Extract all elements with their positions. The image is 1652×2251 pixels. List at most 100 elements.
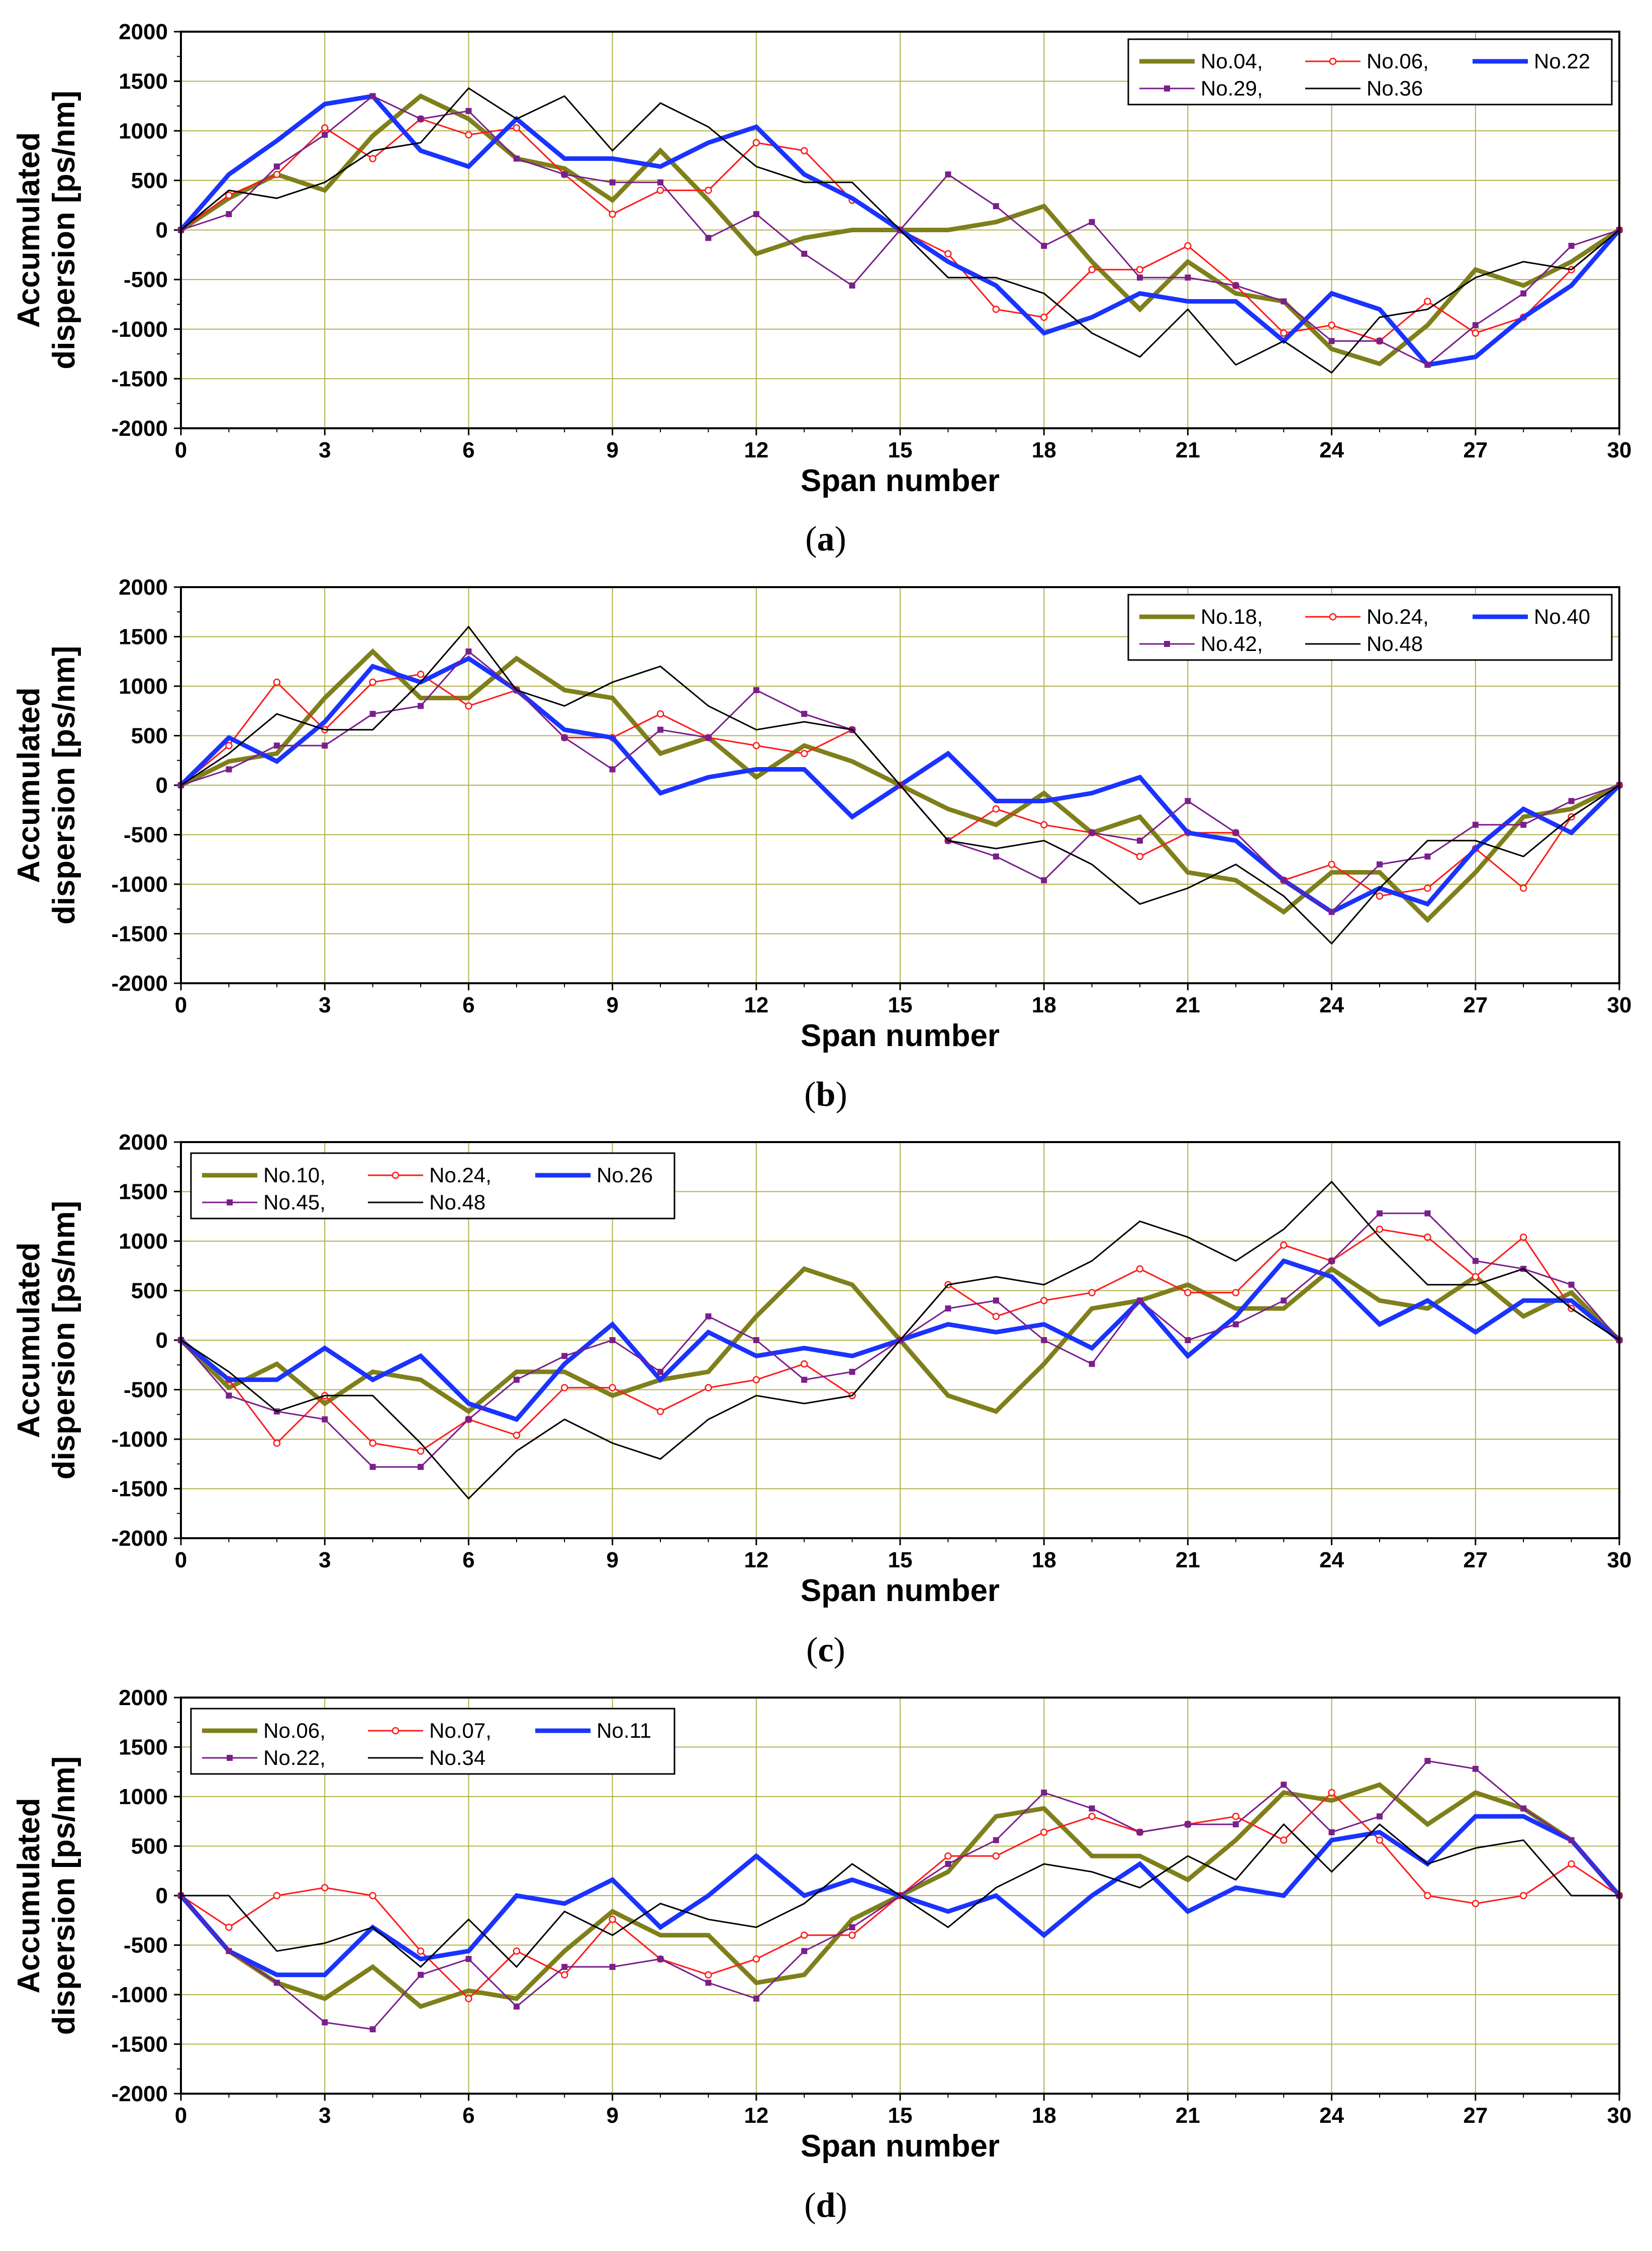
- chart-d-point-3-22: [1232, 1821, 1239, 1828]
- chart-d-point-1-5: [417, 1947, 425, 1955]
- chart-a-point-3-28: [1520, 290, 1527, 297]
- chart-b-point-3-28: [1520, 821, 1527, 828]
- chart-a-point-3-13: [801, 250, 808, 257]
- chart-b-ytick-label-6: 1000: [119, 674, 168, 699]
- chart-d-point-3-3: [322, 2019, 328, 2026]
- chart-a-point-3-18: [1041, 243, 1047, 249]
- chart-a-point-1-16: [944, 250, 952, 258]
- chart-a: 0 3 6 9 12 15 18 21 24 27 30 -2000 -1500 -1000 -500 0 50…: [12, 20, 1631, 558]
- chart-c-point-3-5: [418, 1464, 424, 1470]
- chart-b-series-line-4: [180, 625, 1620, 945]
- chart-b-point-1-17: [992, 805, 1000, 813]
- chart-c-legend-marker-1: [392, 1171, 400, 1179]
- chart-c-point-1-20: [1136, 1265, 1144, 1273]
- chart-a-ylabel-line-0: Accumulated: [12, 132, 46, 328]
- chart-d-point-1-26: [1424, 1892, 1431, 1900]
- chart-d-point-1-19: [1088, 1813, 1096, 1820]
- chart-a-point-3-26: [1424, 361, 1431, 368]
- chart-a-legend-box: [1127, 38, 1613, 106]
- chart-c-ytick-label-6: 1000: [119, 1229, 168, 1254]
- chart-d-xtick-label-2: 6: [462, 2103, 474, 2128]
- chart-a-point-3-8: [561, 171, 568, 178]
- chart-d-xtick-label-9: 27: [1463, 2103, 1488, 2128]
- chart-b-xtick-label-1: 3: [319, 993, 331, 1017]
- chart-d-point-3-2: [273, 1980, 280, 1986]
- chart-d-point-1-18: [1040, 1828, 1048, 1836]
- chart-d-xtick-label-3: 9: [606, 2103, 618, 2128]
- chart-c-point-1-11: [705, 1384, 712, 1391]
- chart-c-point-1-7: [513, 1431, 521, 1439]
- chart-b-point-3-10: [657, 726, 663, 733]
- chart-c-point-3-25: [1377, 1210, 1383, 1216]
- chart-a-point-3-14: [849, 282, 855, 289]
- chart-c-point-3-10: [657, 1369, 663, 1375]
- chart-c-point-1-28: [1519, 1233, 1527, 1241]
- chart-c-point-3-9: [609, 1337, 616, 1343]
- chart-c-point-1-2: [273, 1439, 281, 1447]
- chart-d-point-3-8: [561, 1963, 568, 1970]
- chart-c-point-1-27: [1472, 1273, 1480, 1281]
- chart-c-point-1-23: [1280, 1241, 1288, 1249]
- chart-a-xtick-label-6: 18: [1032, 438, 1056, 462]
- chart-a-point-1-12: [752, 139, 760, 147]
- chart-b-point-3-17: [993, 853, 999, 860]
- chart-d-point-3-13: [801, 1948, 808, 1954]
- chart-c-xtick-label-5: 15: [888, 1548, 913, 1572]
- chart-c-point-3-16: [945, 1305, 951, 1311]
- chart-a-point-3-21: [1185, 274, 1191, 281]
- chart-c-xtick-label-9: 27: [1463, 1548, 1488, 1572]
- chart-c-point-1-4: [369, 1439, 376, 1447]
- chart-a-legend-marker-1: [1329, 57, 1337, 65]
- chart-a-point-1-26: [1424, 298, 1431, 305]
- chart-b-point-3-20: [1137, 837, 1143, 844]
- chart-a-xtick-label-9: 27: [1463, 438, 1488, 462]
- chart-c-ytick-label-5: 500: [131, 1279, 168, 1303]
- chart-d-ytick-label-0: -2000: [111, 2082, 168, 2106]
- chart-d-point-3-4: [369, 2026, 376, 2032]
- chart-d-legend-label-2: No.11: [597, 1719, 651, 1742]
- chart-c-legend: No.10, No.24, No.26 No.45, No.48: [190, 1152, 675, 1220]
- chart-c-point-1-19: [1088, 1289, 1096, 1296]
- chart-c-point-3-18: [1041, 1337, 1047, 1343]
- chart-c-series-4: [180, 1180, 1620, 1500]
- chart-c-xtick-label-6: 18: [1032, 1548, 1056, 1572]
- chart-a-point-1-27: [1472, 329, 1480, 337]
- chart-b-legend-label-2: No.40: [1534, 605, 1590, 628]
- chart-b-point-1-28: [1519, 884, 1527, 892]
- chart-d-point-3-28: [1520, 1805, 1527, 1812]
- chart-d-xtick-label-0: 0: [175, 2103, 187, 2128]
- chart-c-point-3-29: [1568, 1281, 1575, 1288]
- chart-d-point-1-12: [752, 1955, 760, 1963]
- chart-b-point-1-2: [273, 678, 281, 686]
- chart-d-point-3-14: [849, 1924, 855, 1931]
- chart-b-frame: [180, 586, 1620, 984]
- chart-b-xtick-label-3: 9: [606, 993, 618, 1017]
- chart-c-xlabel: Span number: [801, 1573, 1000, 1608]
- chart-a-ytick-label-1: -1500: [111, 366, 168, 391]
- chart-c-ylabel-line-0: Accumulated: [12, 1242, 46, 1438]
- chart-c-legend-label-2: No.26: [597, 1163, 653, 1187]
- chart-a-point-3-20: [1137, 274, 1143, 281]
- chart-b-point-3-12: [753, 687, 759, 693]
- chart-d-xtick-label-6: 18: [1032, 2103, 1056, 2128]
- chart-a-xtick-label-4: 12: [744, 438, 768, 462]
- chart-d-xlabel: Span number: [801, 2129, 1000, 2164]
- chart-b-point-1-26: [1424, 884, 1431, 892]
- chart-d-frame: [180, 1697, 1620, 2095]
- chart-a-xtick-label-0: 0: [175, 438, 187, 462]
- chart-c-ytick-label-0: -2000: [111, 1526, 168, 1551]
- chart-c-point-3-19: [1089, 1361, 1095, 1367]
- chart-c-ylabel-line-1: dispersion [ps/nm]: [47, 1201, 81, 1480]
- chart-d-point-3-25: [1377, 1813, 1383, 1820]
- chart-d-point-1-1: [225, 1923, 233, 1931]
- chart-b-point-1-20: [1136, 853, 1144, 861]
- chart-a-point-1-9: [609, 210, 616, 218]
- chart-a-ytick-label-4: 0: [156, 218, 168, 243]
- chart-c-point-3-6: [465, 1416, 472, 1423]
- chart-a-ylabel-line-1: dispersion [ps/nm]: [47, 90, 81, 369]
- chart-a-point-1-3: [321, 124, 329, 132]
- chart-a-point-3-7: [513, 155, 520, 162]
- chart-a-point-3-4: [369, 93, 376, 100]
- chart-a-xtick-label-10: 30: [1607, 438, 1632, 462]
